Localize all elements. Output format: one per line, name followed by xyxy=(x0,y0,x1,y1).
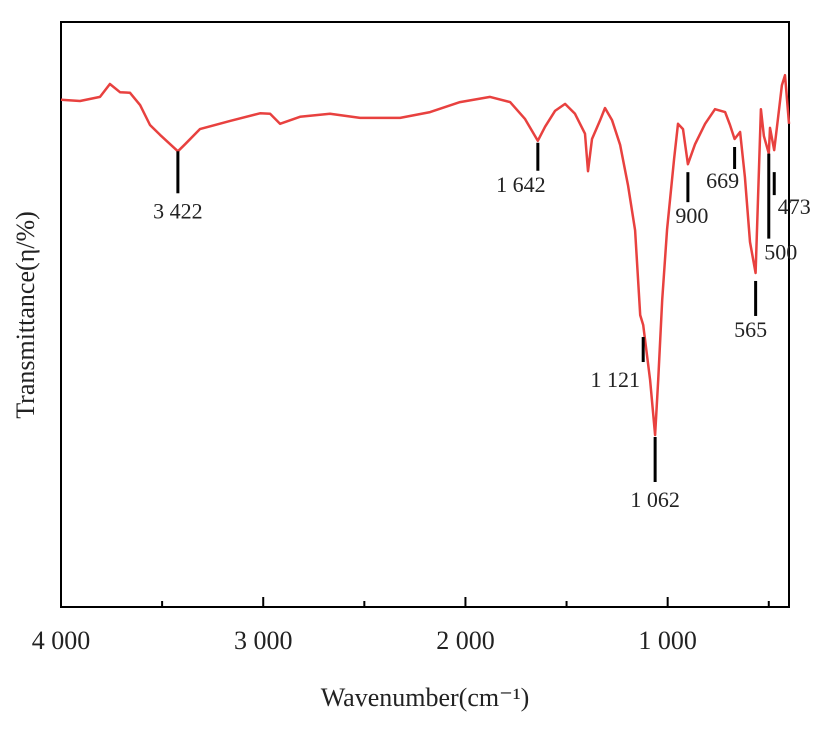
plot-frame xyxy=(60,21,790,608)
peak-label: 3 422 xyxy=(153,198,203,223)
peak-label: 1 642 xyxy=(496,172,546,197)
x-tick-label: 3 000 xyxy=(234,626,293,655)
x-axis-title: Wavenumber(cm⁻¹) xyxy=(321,683,530,712)
x-tick-label: 1 000 xyxy=(638,626,697,655)
peak-label: 1 062 xyxy=(630,487,680,512)
peak-label: 565 xyxy=(734,317,767,342)
peak-label: 500 xyxy=(764,240,797,265)
x-tick-label: 2 000 xyxy=(436,626,495,655)
peak-label: 473 xyxy=(778,194,811,219)
peak-label: 1 121 xyxy=(590,367,640,392)
y-axis-title: Transmittance(η/%) xyxy=(11,211,40,419)
spectrum-line xyxy=(60,73,791,437)
peak-label: 900 xyxy=(675,203,708,228)
peak-label: 669 xyxy=(706,168,739,193)
x-tick-label: 4 000 xyxy=(32,626,91,655)
